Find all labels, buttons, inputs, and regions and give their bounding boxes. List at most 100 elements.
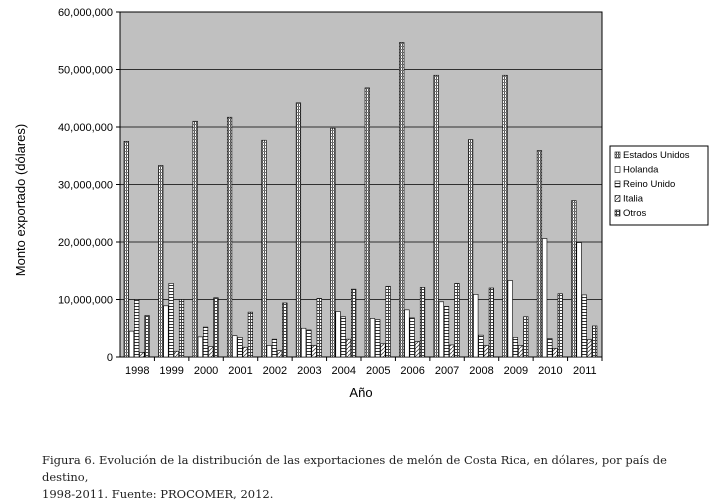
bar-holanda-2003: [301, 327, 307, 358]
x-tick-labels: 1998 1999 2000 2001 2002 2003 2004 2005 2006 2007…: [125, 357, 603, 377]
bar-italia-2007: [449, 344, 455, 358]
bar-italia-2005: [380, 343, 386, 358]
y-tick-label: 50,000,000: [58, 65, 113, 77]
caption-line-1: Figura 6. Evolución de la distribución d…: [42, 453, 667, 484]
bar-reino-unido-2006: [409, 317, 415, 358]
bar-italia-2011: [586, 339, 593, 358]
x-tick-label: 2002: [263, 365, 287, 377]
x-tick-label: 2001: [228, 365, 252, 377]
bar-reino-unido-2002: [271, 338, 278, 358]
bar-otros-2003: [316, 298, 322, 358]
bar-otros-2000: [213, 297, 219, 358]
legend-swatch-italia: [614, 195, 621, 202]
bar-holanda-2009: [507, 280, 513, 358]
bar-estados-unidos-2007: [433, 74, 439, 358]
bar-italia-2000: [208, 346, 214, 358]
x-axis-title: Año: [349, 385, 372, 400]
chart: 0 10,000,000 20,000,000 30,000,000 40,000,00…: [13, 7, 709, 400]
caption-line-2: 1998-2011. Fuente: PROCOMER, 2012.: [42, 487, 274, 501]
bar-reino-unido-2001: [237, 337, 243, 358]
legend-swatch-holanda: [614, 166, 621, 173]
bar-holanda-2006: [404, 309, 410, 358]
x-tick-label: 2005: [366, 365, 390, 377]
x-tick-label: 2007: [435, 365, 459, 377]
y-tick-label: 40,000,000: [58, 122, 113, 134]
bar-reino-unido-2010: [547, 338, 553, 358]
bar-estados-unidos-2001: [226, 116, 233, 358]
bar-otros-2011: [592, 325, 598, 358]
bar-reino-unido-2009: [512, 337, 519, 358]
bar-italia-2003: [311, 345, 317, 358]
figure-caption: Figura 6. Evolución de la distribución d…: [42, 452, 692, 503]
bar-otros-2008: [488, 287, 494, 358]
bar-estados-unidos-2010: [536, 150, 543, 358]
x-tick-label: 2004: [332, 365, 356, 377]
bar-italia-1998: [139, 352, 145, 358]
bar-otros-2004: [351, 288, 357, 358]
gridlines: [116, 11, 602, 358]
bar-reino-unido-2008: [478, 334, 484, 358]
bar-estados-unidos-2011: [571, 200, 577, 358]
bar-otros-1998: [144, 315, 150, 358]
bar-holanda-2004: [335, 311, 341, 358]
bar-reino-unido-2000: [202, 326, 209, 358]
bar-reino-unido-2003: [306, 329, 312, 358]
legend-label-otros: Otros: [623, 208, 646, 219]
legend-label-estados-unidos: Estados Unidos: [623, 150, 690, 161]
bar-otros-2002: [282, 302, 288, 358]
bar-italia-2008: [483, 345, 489, 358]
bar-reino-unido-1998: [134, 299, 140, 358]
bar-holanda-2001: [232, 335, 238, 358]
bar-italia-2009: [518, 345, 524, 358]
legend-swatch-estados-unidos: [614, 151, 621, 159]
y-tick-label: 20,000,000: [58, 237, 113, 249]
bar-reino-unido-2004: [340, 316, 346, 358]
bar-estados-unidos-2003: [295, 102, 302, 358]
y-tick-label: 60,000,000: [58, 7, 113, 19]
bars: [123, 42, 598, 358]
bar-estados-unidos-2006: [399, 42, 405, 358]
bar-otros-2006: [419, 287, 426, 358]
y-axis-title: Monto exportado (dólares): [13, 124, 28, 276]
y-tick-label: 0: [107, 352, 113, 364]
bar-holanda-2008: [473, 294, 479, 358]
bar-holanda-1999: [163, 305, 169, 358]
bar-italia-2010: [552, 348, 558, 358]
bar-estados-unidos-2009: [502, 74, 508, 358]
bar-holanda-2002: [266, 345, 272, 358]
legend-box: [609, 145, 709, 226]
bar-otros-2001: [247, 311, 253, 358]
legend-label-holanda: Holanda: [623, 165, 659, 176]
bar-reino-unido-2011: [581, 294, 587, 358]
legend-label-italia: Italia: [623, 194, 644, 205]
bar-otros-2010: [557, 293, 563, 358]
legend-label-reino-unido: Reino Unido: [623, 179, 675, 190]
bar-estados-unidos-2008: [467, 139, 474, 358]
bar-holanda-2000: [197, 336, 203, 358]
bar-estados-unidos-1999: [158, 165, 164, 358]
bar-reino-unido-1999: [168, 283, 174, 358]
y-tick-label: 10,000,000: [58, 295, 113, 307]
bar-otros-2005: [385, 285, 391, 358]
y-tick-labels: 0 10,000,000 20,000,000 30,000,000 40,000,00…: [58, 7, 113, 364]
x-tick-label: 2003: [297, 365, 321, 377]
bar-italia-2004: [345, 338, 352, 358]
bar-holanda-2005: [369, 318, 376, 358]
x-tick-label: 2011: [573, 365, 597, 377]
bar-estados-unidos-2002: [261, 139, 267, 358]
bar-italia-1999: [173, 350, 179, 358]
bar-holanda-1998: [128, 330, 135, 358]
bar-otros-1999: [178, 299, 185, 358]
x-tick-label: 1999: [159, 365, 183, 377]
bar-estados-unidos-1998: [123, 141, 129, 358]
legend-swatch-otros: [614, 209, 621, 217]
y-tick-label: 30,000,000: [58, 180, 113, 192]
legend-swatch-reino-unido: [614, 180, 621, 188]
legend: Estados Unidos Holanda Reino Unido Italia Ot…: [609, 145, 709, 226]
x-tick-label: 1998: [125, 365, 149, 377]
bar-italia-2001: [242, 346, 248, 358]
x-tick-label: 2008: [469, 365, 493, 377]
bar-estados-unidos-2000: [192, 120, 198, 358]
x-tick-label: 2009: [504, 365, 528, 377]
x-tick-label: 2010: [538, 365, 562, 377]
